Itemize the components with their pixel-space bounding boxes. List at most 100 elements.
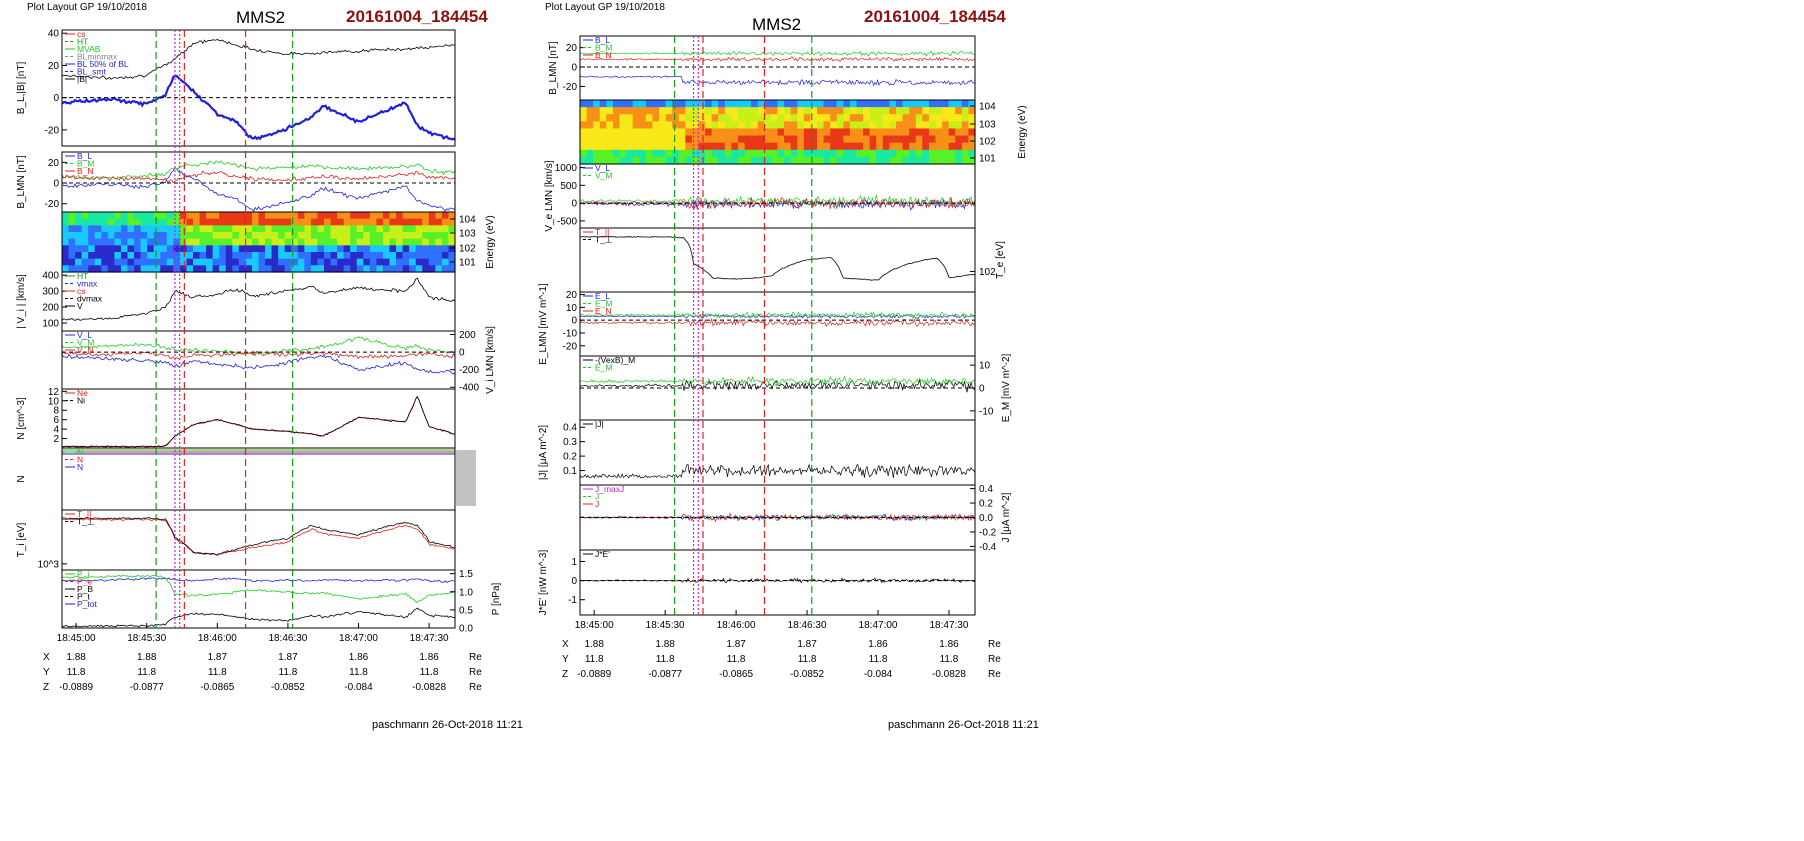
R-p2-legend-0: V_L [595, 163, 610, 173]
L-eph-Y-4: 11.8 [349, 667, 368, 678]
R-p7-ytick-3: -0.2 [979, 527, 997, 538]
L-xtick-2: 18:46:00 [198, 633, 237, 644]
R-eph-Y-3: 11.8 [798, 654, 817, 665]
R-p8-ytick-0: 1 [571, 557, 577, 568]
L-p3-series-0 [61, 277, 456, 321]
R-p8-ytick-1: 0 [571, 576, 577, 587]
event-id-right: 20161004_184454 [864, 7, 1006, 26]
R-p0-legend-0: B_L [595, 35, 610, 45]
R-p7-legend-2: J [595, 499, 599, 509]
L-xtick-0: 18:45:00 [57, 633, 96, 644]
R-p4-ylabel: E_LMN [mV m^-1] [538, 283, 549, 365]
L-eph-Z-4: -0.084 [344, 682, 373, 693]
L-eph-unit-Z: Re [469, 682, 482, 693]
R-p2-ytick-0: 1000 [555, 163, 578, 174]
R-p3-ylabel: T_e [eV] [995, 241, 1006, 279]
R-p5-noise-0 [579, 378, 976, 393]
R-eph-Z-3: -0.0852 [790, 669, 824, 680]
L-eph-Y-0: 11.8 [67, 667, 86, 678]
R-p0-noise-0 [579, 50, 976, 57]
L-p5-ytick-5: 2 [53, 434, 59, 445]
R-p4-ytick-1: 10 [566, 303, 578, 314]
L-p0-series-1 [61, 74, 456, 141]
L-p6-ylabel: N [16, 475, 27, 482]
R-p7-legend-0: J_maxJ [595, 484, 624, 494]
R-xtick-2: 18:46:00 [717, 620, 756, 631]
L-eph-X-1: 1.88 [137, 652, 157, 663]
L-p4-series-1 [61, 336, 456, 357]
R-p3-legend-1: T_⊥ [595, 235, 613, 245]
R-eph-X-4: 1.86 [868, 639, 888, 650]
L-eph-X-3: 1.87 [278, 652, 298, 663]
R-p4-noise-1 [579, 310, 976, 320]
L-panel-7: 10^3 T_i [eV] T_||T_⊥ [16, 509, 456, 571]
R-p0-ytick-0: 20 [566, 43, 578, 54]
L-p8-ytick-3: 0.0 [459, 624, 473, 635]
L-p5-ytick-4: 4 [53, 425, 59, 436]
R-p7-ytick-0: 0.4 [979, 484, 993, 495]
R-p4-legend-0: E_L [595, 291, 610, 301]
L-p5-frame [61, 388, 456, 449]
L-p0-legend-1: HT [77, 37, 88, 47]
L-p4-legend-0: V_L [77, 330, 92, 340]
R-xtick-3: 18:46:30 [788, 620, 827, 631]
L-p0-ytick-2: 0 [53, 93, 59, 104]
L-p0-legend-3: BLminmax [77, 52, 118, 62]
R-xtick-5: 18:47:30 [930, 620, 969, 631]
L-p8-legend-3: P_t [77, 592, 90, 602]
L-p8-ylabel: P [nPa] [491, 582, 502, 615]
R-p3-ytick-0: 102 [979, 267, 996, 278]
L-p2-ytick-2: 102 [459, 244, 476, 255]
L-eph-label-X: X [43, 652, 50, 663]
footer-right: paschmann 26-Oct-2018 11:21 [888, 719, 1039, 731]
R-eph-Y-2: 11.8 [727, 654, 746, 665]
L-xtick-1: 18:45:30 [127, 633, 166, 644]
L-p2-ytick-0: 104 [459, 215, 476, 226]
L-p7-legend-0: T_|| [77, 509, 91, 519]
L-p5-ylabel: N [cm^-3] [16, 397, 27, 440]
L-p6-legend-1: N [77, 455, 83, 465]
L-p7-series-0 [61, 517, 456, 556]
R-panel-3: 102 T_e [eV] T_||T_⊥ [579, 227, 1006, 293]
R-p8-frame [579, 549, 976, 616]
R-p5-noise-1 [579, 375, 976, 387]
L-p4-legend-2: V_N [77, 345, 94, 355]
R-eph-label-X: X [562, 639, 569, 650]
L-eph-X-2: 1.87 [208, 652, 228, 663]
L-p6-legend-0: N [77, 447, 83, 457]
R-p5-ytick-2: -10 [979, 406, 994, 417]
layout-label-right: Plot Layout GP 19/10/2018 [545, 2, 665, 13]
L-p4-ytick-0: 200 [459, 330, 476, 341]
L-eph-Z-1: -0.0877 [130, 682, 164, 693]
R-p0-ylabel: B_LMN [nT] [548, 41, 559, 95]
R-eph-X-0: 1.88 [584, 639, 604, 650]
L-p8-ytick-2: 0.5 [459, 605, 473, 616]
R-eph-Z-2: -0.0865 [719, 669, 753, 680]
R-p7-ylabel: J [μA m^-2] [1001, 492, 1012, 542]
R-panel-8: 1 0 -1 J*E' [nW m^-3] J*E' [538, 549, 976, 616]
R-p4-noise-2 [579, 317, 976, 327]
L-p3-legend-2: cs [77, 286, 86, 296]
L-panel-4: 200 0 -200 -400 V_i LMN [km/s] V_LV_MV_N [61, 326, 496, 394]
R-eph-X-5: 1.86 [939, 639, 959, 650]
R-p3-series-0 [579, 236, 976, 281]
L-p0-frame [61, 29, 456, 147]
R-p2-noise-1 [579, 194, 976, 210]
R-p5-legend-0: -(VexB)_M [595, 355, 635, 365]
L-p3-ytick-2: 200 [42, 303, 59, 314]
L-p5-series-1 [61, 395, 456, 448]
R-xtick-4: 18:47:00 [859, 620, 898, 631]
R-p0-ytick-1: 0 [571, 63, 577, 74]
R-p6-legend-0: |J| [595, 419, 604, 429]
R-p1-ytick-3: 101 [979, 154, 996, 165]
L-p0-ytick-3: -20 [45, 125, 60, 136]
R-eph-unit-Y: Re [988, 654, 1001, 665]
R-eph-X-3: 1.87 [797, 639, 817, 650]
R-p7-ytick-1: 0.2 [979, 499, 993, 510]
R-p5-ytick-0: 10 [979, 361, 991, 372]
L-p2-ytick-1: 103 [459, 229, 476, 240]
